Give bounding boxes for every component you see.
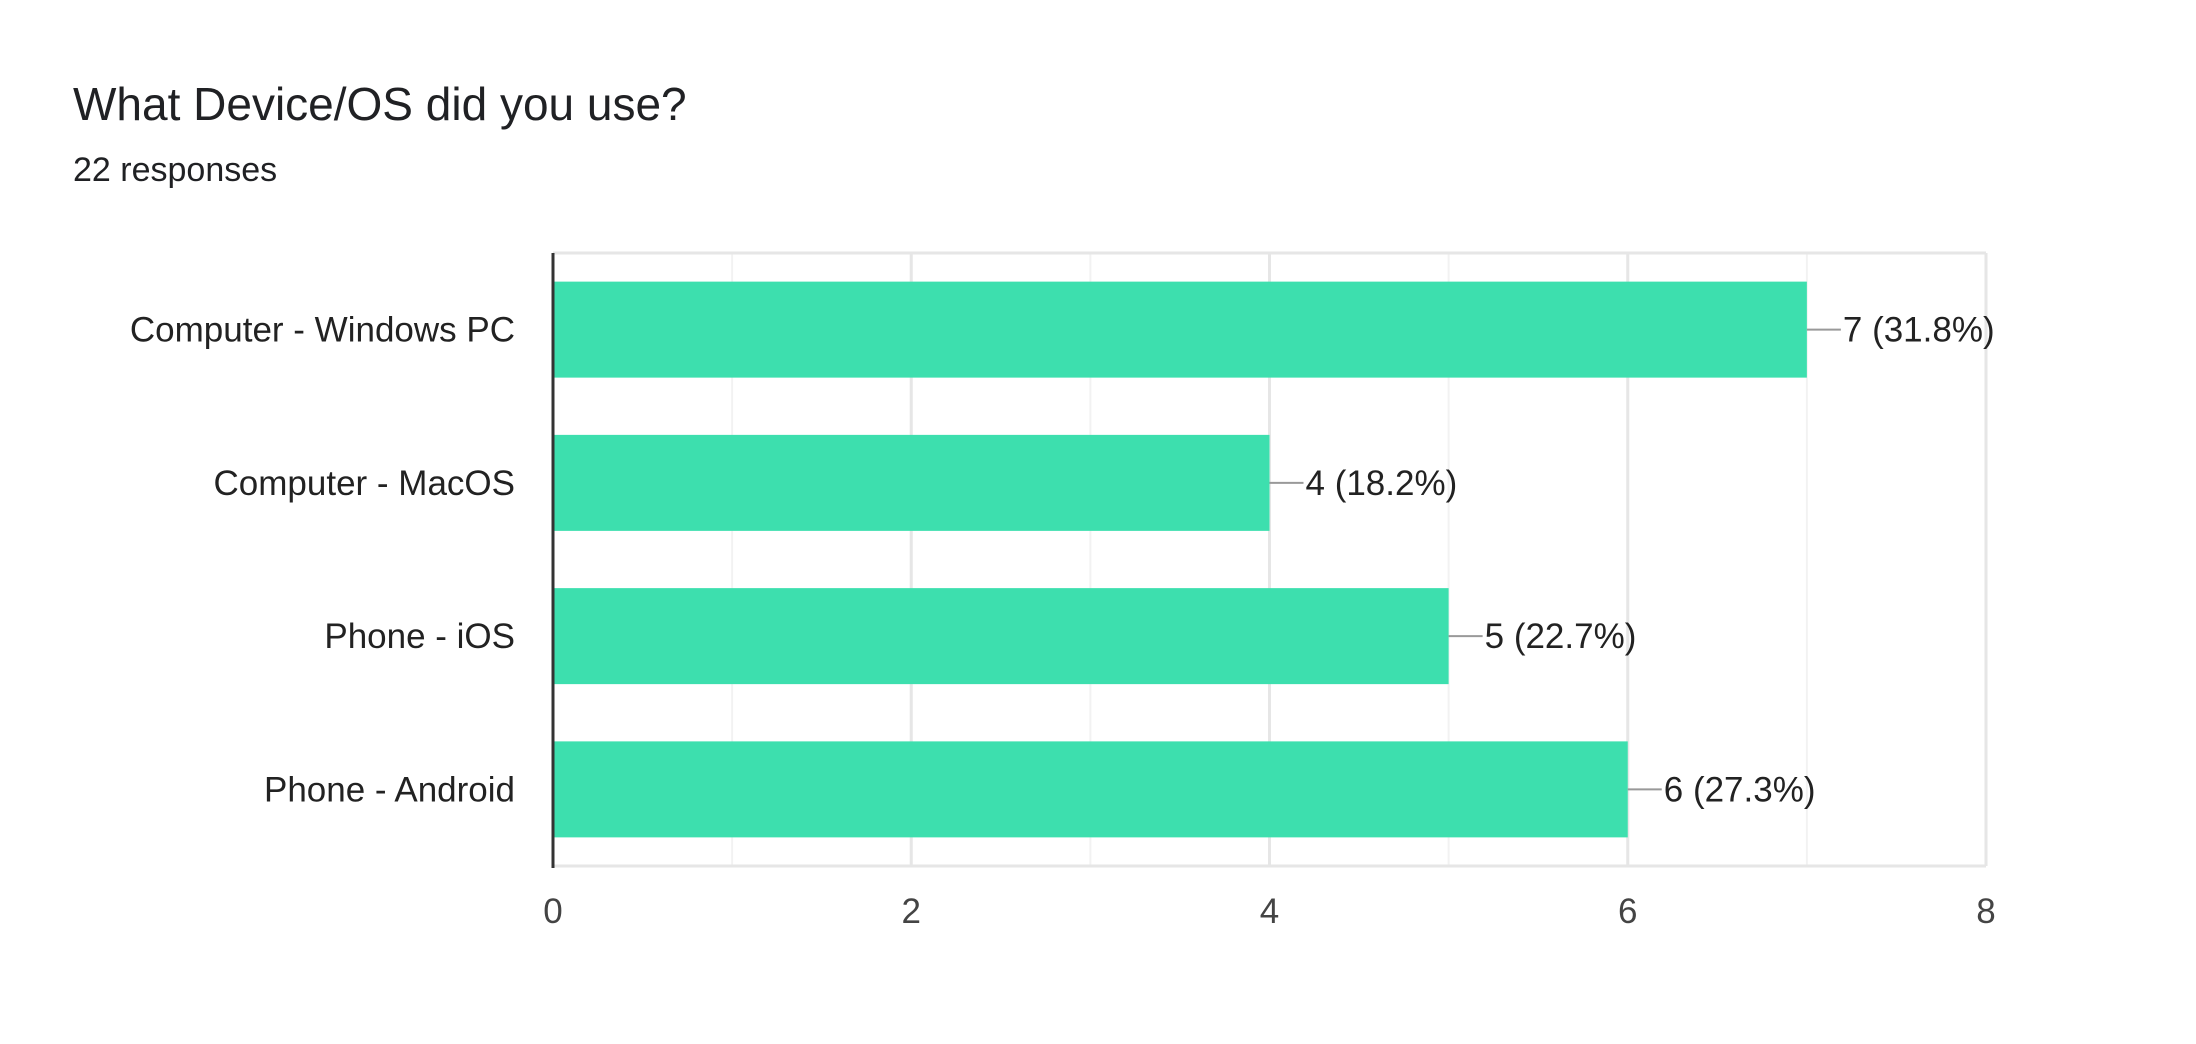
category-label: Phone - Android (264, 770, 515, 809)
bar (553, 434, 1270, 531)
category-label: Computer - Windows PC (130, 311, 515, 350)
x-tick-label: 2 (902, 892, 921, 931)
value-label: 5 (22.7%) (1485, 617, 1637, 656)
x-tick-label: 4 (1260, 892, 1279, 931)
value-label: 4 (18.2%) (1306, 464, 1458, 503)
category-label: Phone - iOS (324, 617, 515, 656)
category-label: Computer - MacOS (214, 464, 515, 503)
x-tick-label: 6 (1618, 892, 1637, 931)
bars (553, 281, 1807, 838)
x-tick-label: 0 (543, 892, 562, 931)
x-tick-label: 8 (1976, 892, 1995, 931)
labels: 7 (31.8%) Computer - Windows PC 4 (18.2%) C… (130, 311, 1996, 931)
question-title: What Device/OS did you use? (73, 78, 687, 130)
bar (553, 741, 1628, 838)
response-count: 22 responses (73, 151, 278, 189)
value-label: 6 (27.3%) (1664, 770, 1816, 809)
bar (553, 588, 1449, 685)
bar (553, 281, 1807, 378)
value-label: 7 (31.8%) (1843, 311, 1995, 350)
